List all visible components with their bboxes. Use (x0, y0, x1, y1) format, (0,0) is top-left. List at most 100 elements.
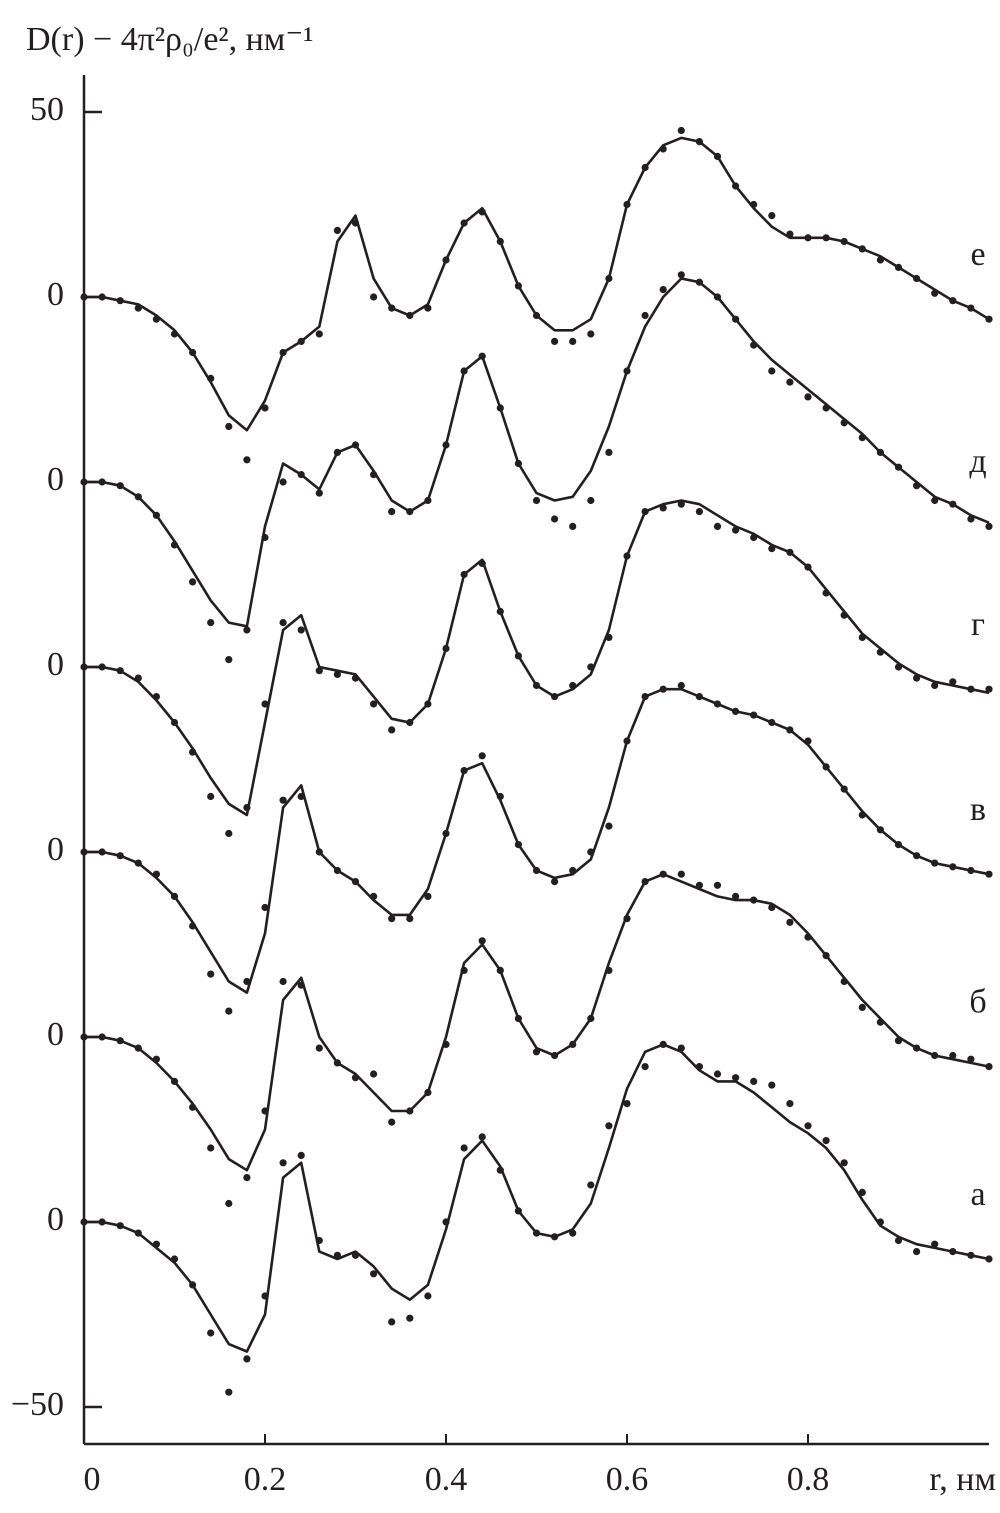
data-point (134, 304, 142, 312)
data-point (370, 700, 378, 708)
data-point (460, 966, 468, 975)
data-point (351, 878, 360, 886)
data-point (406, 311, 414, 320)
data-point (333, 1059, 341, 1067)
data-point (225, 829, 233, 838)
data-point (858, 434, 866, 442)
data-point (913, 482, 921, 490)
data-point (623, 737, 631, 745)
data-point (406, 1314, 414, 1322)
data-point (605, 966, 613, 975)
data-point (424, 1088, 432, 1097)
data-point (713, 152, 722, 160)
data-point (80, 663, 88, 671)
x-tick-label: 0 (84, 1461, 101, 1498)
data-point (261, 1107, 269, 1115)
data-point (351, 1074, 360, 1082)
data-point (967, 866, 975, 875)
fit-line (84, 277, 990, 628)
data-point (677, 126, 685, 135)
data-point (442, 1040, 450, 1048)
data-point (116, 852, 124, 860)
data-point (695, 881, 704, 889)
data-point (713, 1070, 722, 1078)
data-point (478, 937, 486, 945)
data-point (514, 1014, 523, 1023)
data-point (406, 915, 414, 923)
y-tick-label: 0 (47, 1016, 64, 1053)
data-point (532, 681, 541, 690)
data-point (460, 570, 468, 579)
data-point (804, 737, 812, 745)
data-point (243, 456, 251, 464)
data-point (207, 970, 215, 978)
data-point (713, 293, 722, 301)
data-point (297, 471, 305, 479)
data-point (677, 870, 685, 878)
data-point (406, 508, 414, 516)
data-point (840, 1159, 848, 1167)
data-point (786, 1100, 794, 1108)
data-point (913, 674, 921, 682)
data-point (695, 508, 704, 516)
data-point (569, 522, 577, 531)
data-point (116, 1037, 124, 1045)
data-point (460, 367, 468, 375)
data-point (225, 422, 233, 431)
data-point (98, 1033, 106, 1041)
data-point (189, 1103, 197, 1111)
data-point (659, 1040, 667, 1048)
data-point (279, 348, 287, 357)
data-point (569, 866, 577, 875)
data-point (116, 1222, 124, 1230)
data-point (315, 330, 323, 338)
data-point (569, 1040, 577, 1048)
data-point (152, 1055, 160, 1063)
data-point (949, 678, 957, 686)
data-point (822, 1137, 830, 1145)
data-point (804, 234, 812, 242)
data-point (587, 1014, 595, 1023)
data-point (804, 563, 812, 571)
curve-label: д (969, 443, 986, 480)
data-point (732, 892, 740, 901)
data-point (949, 500, 957, 508)
data-point (98, 293, 106, 301)
data-point (750, 896, 758, 904)
data-point (351, 441, 360, 449)
data-point (532, 1229, 541, 1237)
data-point (569, 1229, 577, 1237)
data-point (858, 811, 866, 819)
data-point (967, 515, 975, 523)
data-point (351, 219, 360, 227)
data-point (243, 977, 251, 986)
data-point (713, 881, 722, 889)
data-point (406, 1107, 414, 1115)
data-point (279, 796, 287, 804)
data-point (931, 859, 939, 867)
data-point (514, 841, 523, 849)
data-point (442, 829, 450, 838)
data-point (442, 1218, 450, 1226)
data-point (876, 826, 885, 834)
data-point (551, 878, 559, 886)
data-point (370, 1070, 378, 1078)
data-point (840, 237, 848, 246)
data-point (388, 1118, 396, 1126)
data-point (460, 1144, 468, 1152)
data-point (189, 578, 197, 586)
y-tick-label: 50 (30, 91, 64, 128)
data-point (261, 1292, 269, 1300)
data-point (551, 1233, 559, 1241)
data-point (80, 848, 88, 856)
data-point (98, 478, 106, 486)
data-point (713, 700, 722, 708)
data-point (315, 1044, 323, 1052)
data-point (333, 866, 341, 875)
data-point (894, 841, 903, 849)
data-point (496, 237, 504, 246)
data-point (985, 1063, 993, 1071)
data-point (913, 1044, 921, 1052)
data-point (152, 511, 160, 519)
